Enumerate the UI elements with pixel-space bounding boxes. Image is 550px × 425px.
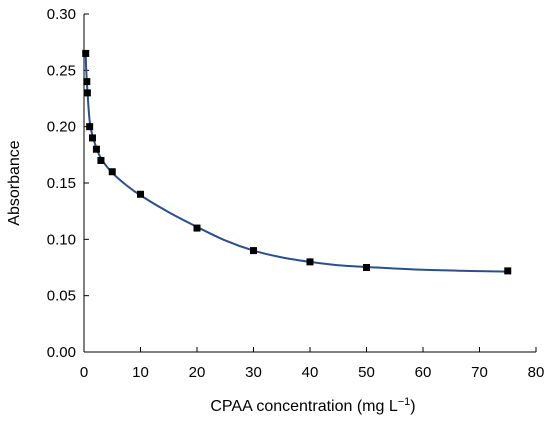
x-tick-label: 80: [528, 364, 545, 381]
data-point: [108, 168, 116, 176]
data-point: [83, 78, 91, 86]
data-point: [86, 123, 94, 131]
data-point: [250, 247, 257, 255]
y-tick-label: 0.10: [47, 231, 76, 248]
data-point: [82, 49, 90, 57]
x-axis: 0 10 20 30 40 50 60 70 80: [80, 347, 545, 381]
y-tick-label: 0.05: [47, 288, 76, 305]
x-tick-group: 0 10 20 30 40 50 60 70 80: [80, 347, 545, 381]
x-tick-label: 60: [415, 364, 432, 381]
x-axis-title-main: CPAA concentration (mg L: [210, 398, 397, 415]
data-point: [83, 89, 91, 97]
y-axis: 0.00 0.05 0.10 0.15 0.20 0.25 0.30: [47, 6, 89, 361]
x-tick-label: 10: [132, 364, 149, 381]
data-point: [137, 190, 144, 198]
x-tick-label: 0: [80, 364, 88, 381]
x-tick-label: 30: [245, 364, 262, 381]
y-tick-label: 0.00: [47, 344, 76, 361]
y-tick-label: 0.20: [47, 119, 76, 136]
data-point: [363, 264, 370, 271]
y-tick-label: 0.25: [47, 62, 76, 79]
data-points: [82, 49, 512, 275]
data-point: [92, 145, 100, 153]
y-tick-label: 0.30: [47, 6, 76, 23]
x-axis-title-sup: −1: [398, 396, 411, 408]
x-tick-label: 40: [302, 364, 319, 381]
x-axis-title: CPAA concentration (mg L−1): [210, 396, 415, 415]
x-tick-label: 50: [358, 364, 375, 381]
data-point: [88, 134, 96, 142]
x-tick-label: 20: [189, 364, 206, 381]
fit-curve: [84, 53, 508, 273]
y-tick-group: 0.00 0.05 0.10 0.15 0.20 0.25 0.30: [47, 6, 89, 361]
data-point: [504, 267, 512, 275]
y-tick-label: 0.15: [47, 175, 76, 192]
data-point: [97, 156, 105, 164]
y-axis-title: Absorbance: [6, 140, 23, 225]
x-axis-title-suffix: ): [410, 398, 415, 415]
x-tick-label: 70: [471, 364, 488, 381]
data-point: [193, 224, 201, 232]
data-point: [306, 258, 314, 266]
